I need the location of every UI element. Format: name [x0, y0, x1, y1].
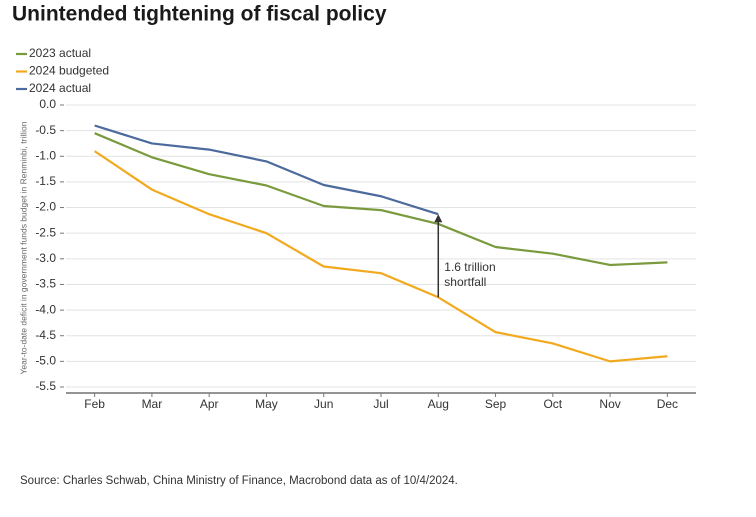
annotation: 1.6 trillion — [444, 260, 495, 274]
x-tick-label: May — [255, 397, 278, 411]
x-tick-label: Oct — [543, 397, 562, 411]
y-tick-label: -1.5 — [35, 174, 56, 188]
arrow-head — [434, 214, 443, 223]
y-tick-label: -2.0 — [35, 200, 56, 214]
x-tick-label: Apr — [200, 397, 219, 411]
y-tick-label: -0.5 — [35, 123, 56, 137]
y-tick-label: -3.0 — [35, 251, 56, 265]
x-tick-label: Dec — [657, 397, 678, 411]
y-axis-label: Year-to-date deficit in government funds… — [18, 121, 28, 374]
series-line — [94, 124, 439, 216]
x-tick-label: Sep — [485, 397, 507, 411]
y-tick-label: -3.5 — [35, 277, 56, 291]
series-line — [94, 132, 668, 267]
y-tick-label: -4.0 — [35, 302, 56, 316]
y-tick-label: -5.0 — [35, 354, 56, 368]
x-tick-label: Jun — [314, 397, 333, 411]
chart-title: Unintended tightening of fiscal policy — [12, 3, 387, 26]
legend-label: 2024 budgeted — [29, 64, 109, 78]
y-tick-label: 0.0 — [39, 97, 56, 111]
legend-label: 2023 actual — [29, 46, 91, 60]
y-tick-label: -1.0 — [35, 148, 56, 162]
x-tick-label: Mar — [142, 397, 163, 411]
source-note: Source: Charles Schwab, China Ministry o… — [20, 475, 458, 487]
legend-label: 2024 actual — [29, 81, 91, 95]
x-tick-label: Aug — [428, 397, 449, 411]
annotation: shortfall — [444, 275, 486, 289]
y-tick-label: -5.5 — [35, 379, 56, 393]
x-tick-label: Feb — [84, 397, 105, 411]
x-tick-label: Nov — [599, 397, 620, 411]
y-tick-label: -4.5 — [35, 328, 56, 342]
x-tick-label: Jul — [373, 397, 388, 411]
y-tick-label: -2.5 — [35, 225, 56, 239]
series-line — [94, 150, 668, 363]
